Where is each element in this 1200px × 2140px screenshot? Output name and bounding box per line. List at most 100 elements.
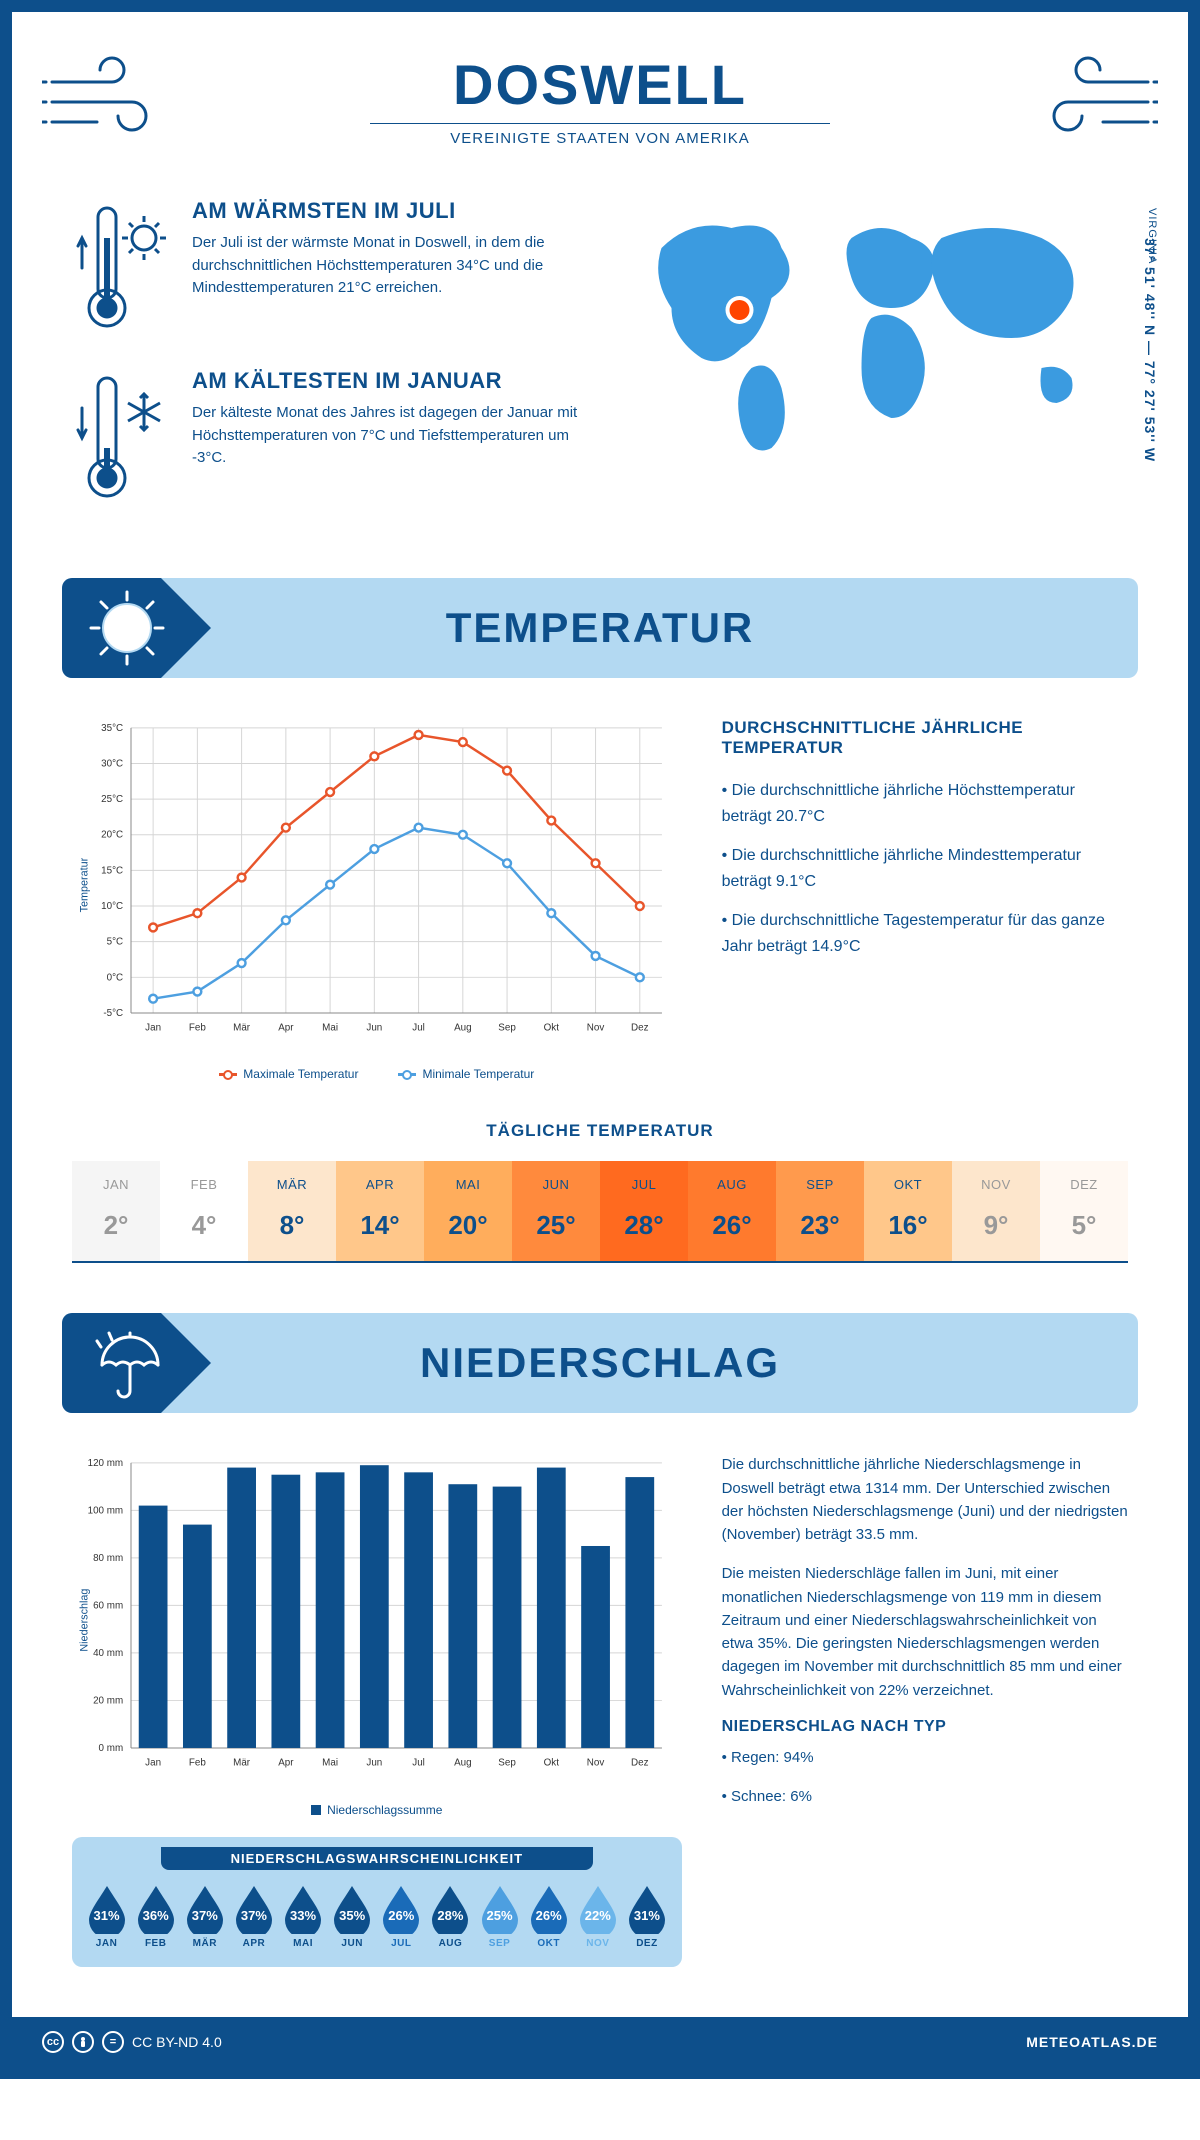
sun-icon xyxy=(87,588,167,668)
svg-text:Apr: Apr xyxy=(278,1023,294,1034)
svg-text:Jul: Jul xyxy=(412,1758,425,1769)
avg-temp-b2: • Die durchschnittliche jährliche Mindes… xyxy=(722,843,1128,894)
infographic-frame: DOSWELL VEREINIGTE STAATEN VON AMERIKA xyxy=(0,0,1200,2079)
svg-text:15°C: 15°C xyxy=(101,865,123,876)
precip-p1: Die durchschnittliche jährliche Niedersc… xyxy=(722,1453,1128,1546)
page-subtitle: VEREINIGTE STAATEN VON AMERIKA xyxy=(370,123,830,147)
svg-text:10°C: 10°C xyxy=(101,901,123,912)
by-icon xyxy=(72,2031,94,2053)
brand-text: METEOATLAS.DE xyxy=(1026,2034,1158,2050)
precip-prob-drop: 31%JAN xyxy=(84,1884,130,1949)
svg-text:5°C: 5°C xyxy=(107,937,124,948)
umbrella-icon xyxy=(87,1323,167,1403)
daily-temp-cell: NOV9° xyxy=(952,1161,1040,1261)
svg-text:Dez: Dez xyxy=(631,1758,649,1769)
header: DOSWELL VEREINIGTE STAATEN VON AMERIKA xyxy=(12,12,1188,178)
daily-temp-title: TÄGLICHE TEMPERATUR xyxy=(12,1121,1188,1141)
svg-text:35°C: 35°C xyxy=(101,723,123,734)
temp-section-banner: TEMPERATUR xyxy=(62,578,1138,678)
svg-text:Jun: Jun xyxy=(366,1023,382,1034)
precip-type-b2: • Schnee: 6% xyxy=(722,1785,1128,1808)
svg-text:0°C: 0°C xyxy=(107,972,124,983)
precip-legend: Niederschlagssumme xyxy=(72,1803,682,1817)
svg-text:Aug: Aug xyxy=(454,1758,472,1769)
precip-prob-drop: 26%OKT xyxy=(526,1884,572,1949)
wind-icon xyxy=(42,52,172,142)
license-text: CC BY-ND 4.0 xyxy=(132,2034,222,2050)
svg-text:Apr: Apr xyxy=(278,1758,294,1769)
daily-temp-table: JAN2°FEB4°MÄR8°APR14°MAI20°JUN25°JUL28°A… xyxy=(72,1161,1128,1263)
thermometer-cold-icon xyxy=(72,368,172,508)
svg-text:100 mm: 100 mm xyxy=(88,1506,124,1517)
svg-text:25°C: 25°C xyxy=(101,794,123,805)
svg-text:Jul: Jul xyxy=(412,1023,425,1034)
svg-text:Nov: Nov xyxy=(587,1758,605,1769)
temp-heading: TEMPERATUR xyxy=(446,604,755,652)
temp-line-chart: -5°C0°C5°C10°C15°C20°C25°C30°C35°CJanFeb… xyxy=(72,718,682,1081)
world-map-icon xyxy=(615,198,1128,458)
svg-text:Feb: Feb xyxy=(189,1758,206,1769)
svg-text:Jun: Jun xyxy=(366,1758,382,1769)
precip-prob-drop: 37%APR xyxy=(231,1884,277,1949)
svg-text:Temperatur: Temperatur xyxy=(79,857,91,912)
coldest-title: AM KÄLTESTEN IM JANUAR xyxy=(192,368,585,394)
svg-text:Sep: Sep xyxy=(498,1758,516,1769)
daily-temp-cell: OKT16° xyxy=(864,1161,952,1261)
warmest-title: AM WÄRMSTEN IM JULI xyxy=(192,198,585,224)
svg-text:Feb: Feb xyxy=(189,1023,206,1034)
coldest-body: Der kälteste Monat des Jahres ist dagege… xyxy=(192,402,585,470)
svg-text:120 mm: 120 mm xyxy=(88,1458,124,1469)
svg-text:40 mm: 40 mm xyxy=(93,1648,123,1659)
precip-prob-drop: 37%MÄR xyxy=(182,1884,228,1949)
svg-text:20 mm: 20 mm xyxy=(93,1696,123,1707)
svg-text:Okt: Okt xyxy=(544,1758,560,1769)
precip-heading: NIEDERSCHLAG xyxy=(420,1339,780,1387)
precip-prob-drop: 31%DEZ xyxy=(624,1884,670,1949)
svg-text:30°C: 30°C xyxy=(101,758,123,769)
avg-temp-b1: • Die durchschnittliche jährliche Höchst… xyxy=(722,778,1128,829)
precip-type-b1: • Regen: 94% xyxy=(722,1746,1128,1769)
daily-temp-cell: AUG26° xyxy=(688,1161,776,1261)
daily-temp-cell: APR14° xyxy=(336,1161,424,1261)
precip-bar-chart: 0 mm20 mm40 mm60 mm80 mm100 mm120 mmJanF… xyxy=(72,1453,682,1787)
daily-temp-cell: JUN25° xyxy=(512,1161,600,1261)
temp-legend: Maximale Temperatur Minimale Temperatur xyxy=(72,1067,682,1081)
coords-label: 37° 51' 48'' N — 77° 27' 53'' W xyxy=(1142,238,1158,462)
daily-temp-cell: MAI20° xyxy=(424,1161,512,1261)
svg-text:Dez: Dez xyxy=(631,1023,649,1034)
svg-text:Mai: Mai xyxy=(322,1023,338,1034)
daily-temp-cell: JUL28° xyxy=(600,1161,688,1261)
svg-text:Okt: Okt xyxy=(544,1023,560,1034)
wind-icon xyxy=(1028,52,1158,142)
daily-temp-cell: MÄR8° xyxy=(248,1161,336,1261)
avg-temp-title: DURCHSCHNITTLICHE JÄHRLICHE TEMPERATUR xyxy=(722,718,1128,758)
precip-prob-drop: 36%FEB xyxy=(133,1884,179,1949)
warmest-body: Der Juli ist der wärmste Monat in Doswel… xyxy=(192,232,585,300)
svg-text:Mai: Mai xyxy=(322,1758,338,1769)
svg-text:-5°C: -5°C xyxy=(103,1008,123,1019)
precip-prob-drop: 25%SEP xyxy=(477,1884,523,1949)
precip-prob-drop: 35%JUN xyxy=(329,1884,375,1949)
nd-icon: = xyxy=(102,2031,124,2053)
footer: cc = CC BY-ND 4.0 METEOATLAS.DE xyxy=(12,2017,1188,2067)
page-title: DOSWELL xyxy=(32,52,1168,117)
precip-prob-drop: 26%JUL xyxy=(378,1884,424,1949)
precip-section-banner: NIEDERSCHLAG xyxy=(62,1313,1138,1413)
coldest-block: AM KÄLTESTEN IM JANUAR Der kälteste Mona… xyxy=(72,368,585,508)
svg-text:Niederschlag: Niederschlag xyxy=(79,1589,91,1652)
precip-type-title: NIEDERSCHLAG NACH TYP xyxy=(722,1718,1128,1736)
svg-text:Mär: Mär xyxy=(233,1758,251,1769)
svg-text:Mär: Mär xyxy=(233,1023,251,1034)
svg-text:Aug: Aug xyxy=(454,1023,472,1034)
avg-temp-b3: • Die durchschnittliche Tagestemperatur … xyxy=(722,908,1128,959)
daily-temp-cell: DEZ5° xyxy=(1040,1161,1128,1261)
intro-section: AM WÄRMSTEN IM JULI Der Juli ist der wär… xyxy=(12,178,1188,578)
daily-temp-cell: SEP23° xyxy=(776,1161,864,1261)
daily-temp-cell: FEB4° xyxy=(160,1161,248,1261)
precip-prob-drop: 33%MAI xyxy=(280,1884,326,1949)
svg-text:60 mm: 60 mm xyxy=(93,1601,123,1612)
svg-text:Nov: Nov xyxy=(587,1023,605,1034)
svg-text:0 mm: 0 mm xyxy=(99,1743,124,1754)
svg-text:Jan: Jan xyxy=(145,1023,161,1034)
svg-text:80 mm: 80 mm xyxy=(93,1553,123,1564)
